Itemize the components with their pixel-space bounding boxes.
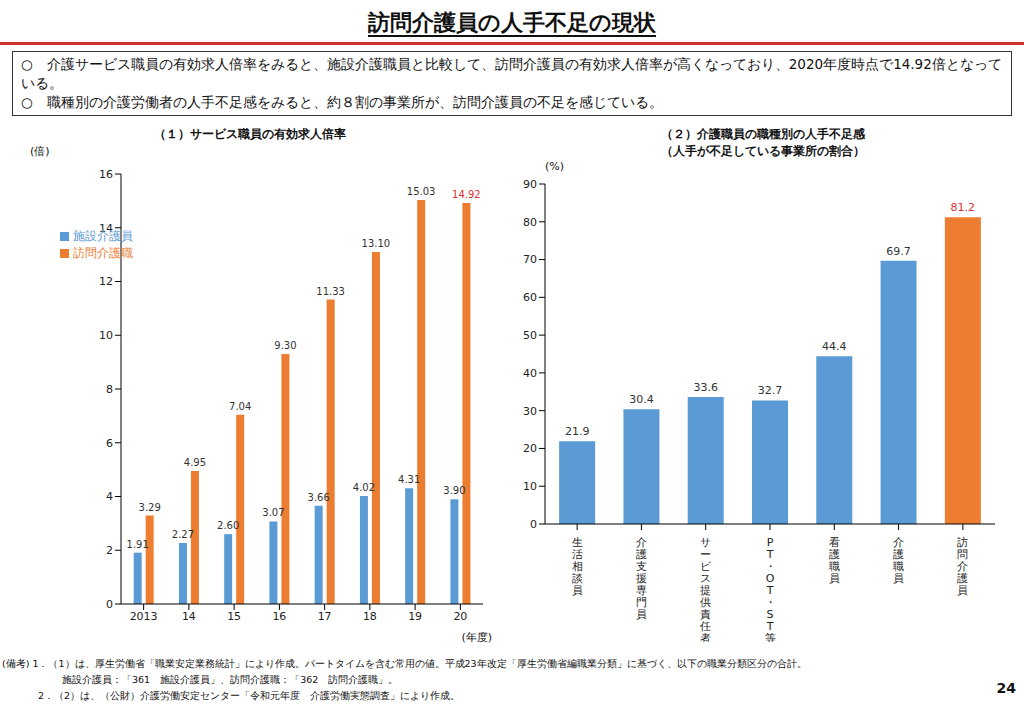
svg-text:3.66: 3.66: [308, 492, 330, 503]
svg-text:4.31: 4.31: [398, 474, 420, 485]
svg-text:生活相談員: 生活相談員: [572, 536, 583, 597]
svg-text:8: 8: [106, 383, 113, 396]
svg-text:11.33: 11.33: [316, 286, 345, 297]
svg-text:7.04: 7.04: [229, 401, 251, 412]
svg-text:0: 0: [530, 518, 537, 531]
svg-text:看護職員: 看護職員: [829, 536, 840, 585]
svg-text:33.6: 33.6: [693, 381, 718, 394]
svg-text:17: 17: [318, 610, 332, 623]
svg-text:14: 14: [99, 222, 113, 235]
svg-text:44.4: 44.4: [822, 340, 847, 353]
svg-text:4.02: 4.02: [353, 482, 375, 493]
svg-text:2013: 2013: [130, 610, 158, 623]
svg-text:13.10: 13.10: [362, 238, 391, 249]
svg-text:70: 70: [523, 253, 537, 266]
svg-text:6: 6: [106, 437, 113, 450]
svg-text:40: 40: [523, 367, 537, 380]
svg-text:90: 90: [523, 178, 537, 191]
svg-text:81.2: 81.2: [951, 201, 976, 214]
svg-text:15.03: 15.03: [407, 186, 436, 197]
svg-text:9.30: 9.30: [274, 340, 296, 351]
svg-text:2.27: 2.27: [172, 529, 194, 540]
svg-text:1.91: 1.91: [127, 539, 149, 550]
svg-text:3.07: 3.07: [262, 507, 284, 518]
svg-text:3.29: 3.29: [139, 502, 161, 513]
svg-text:21.9: 21.9: [565, 425, 590, 438]
svg-text:19: 19: [408, 610, 422, 623]
svg-text:60: 60: [523, 291, 537, 304]
svg-text:32.7: 32.7: [758, 384, 783, 397]
svg-text:20: 20: [453, 610, 467, 623]
svg-text:4: 4: [106, 490, 113, 503]
svg-text:0: 0: [106, 598, 113, 611]
svg-text:3.90: 3.90: [443, 485, 465, 496]
svg-text:69.7: 69.7: [886, 245, 911, 258]
svg-text:50: 50: [523, 329, 537, 342]
svg-text:16: 16: [272, 610, 286, 623]
svg-text:14: 14: [182, 610, 196, 623]
svg-text:10: 10: [523, 480, 537, 493]
svg-text:PT・OT・ST等: PT・OT・ST等: [765, 536, 776, 642]
svg-text:30: 30: [523, 405, 537, 418]
svg-text:16: 16: [99, 168, 113, 181]
svg-text:18: 18: [363, 610, 377, 623]
svg-text:介護職員: 介護職員: [893, 536, 904, 585]
svg-text:12: 12: [99, 275, 113, 288]
svg-text:10: 10: [99, 329, 113, 342]
svg-text:30.4: 30.4: [629, 393, 654, 406]
svg-text:15: 15: [227, 610, 241, 623]
svg-text:訪問介護員: 訪問介護員: [957, 536, 968, 597]
svg-text:14.92: 14.92: [452, 189, 481, 200]
svg-text:サービス提供責任者: サービス提供責任者: [699, 536, 712, 642]
svg-text:20: 20: [523, 442, 537, 455]
svg-text:2.60: 2.60: [217, 520, 239, 531]
svg-text:介護支援専門員: 介護支援専門員: [636, 536, 647, 621]
svg-text:2: 2: [106, 544, 113, 557]
svg-text:4.95: 4.95: [184, 457, 206, 468]
svg-text:80: 80: [523, 216, 537, 229]
